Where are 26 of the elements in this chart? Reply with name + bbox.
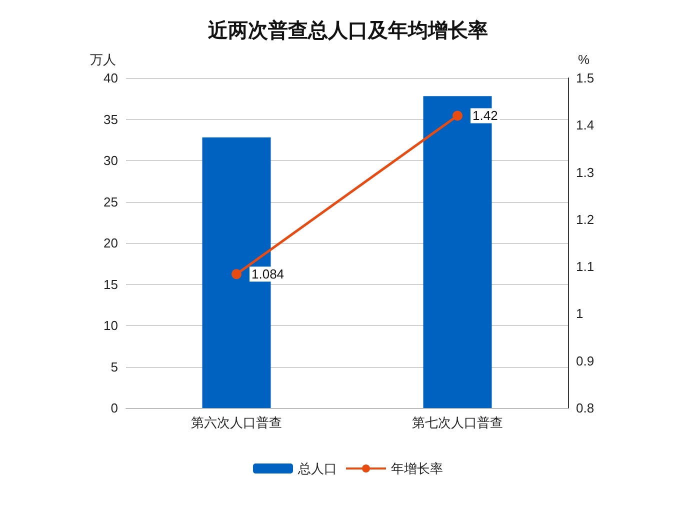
y-tick-label: 25 [104,194,118,210]
y-tick-label: 20 [104,236,118,250]
y-tick-label: 35 [104,112,118,127]
y-tick-label: 5 [110,359,118,374]
y2-tick-label: 1.4 [576,118,594,133]
y2-axis-title: % [578,52,590,67]
y-tick-label: 10 [104,318,118,333]
data-label: 1.084 [252,266,284,282]
y-axis-title: 万人 [90,52,116,67]
chart-title: 近两次普查总人口及年均增长率 [207,19,488,42]
legend-label: 总人口 [297,461,337,476]
data-label: 1.42 [472,108,498,124]
y2-tick-label: 0.8 [576,400,594,416]
x-tick-label: 第七次人口普查 [412,415,503,430]
y2-tick-label: 0.9 [576,353,594,368]
y2-tick-label: 1.5 [576,70,594,86]
y-tick-label: 40 [104,70,118,86]
y2-tick-label: 1 [576,306,584,322]
legend-label: 年增长率 [391,461,443,476]
y2-tick-label: 1.1 [576,259,594,274]
y2-tick-label: 1.2 [576,212,594,227]
x-tick-label: 第六次人口普查 [191,415,282,430]
y-tick-label: 0 [110,400,118,416]
y2-tick-label: 1.3 [576,164,594,180]
y-tick-label: 15 [104,276,118,292]
y-tick-label: 30 [104,153,118,168]
